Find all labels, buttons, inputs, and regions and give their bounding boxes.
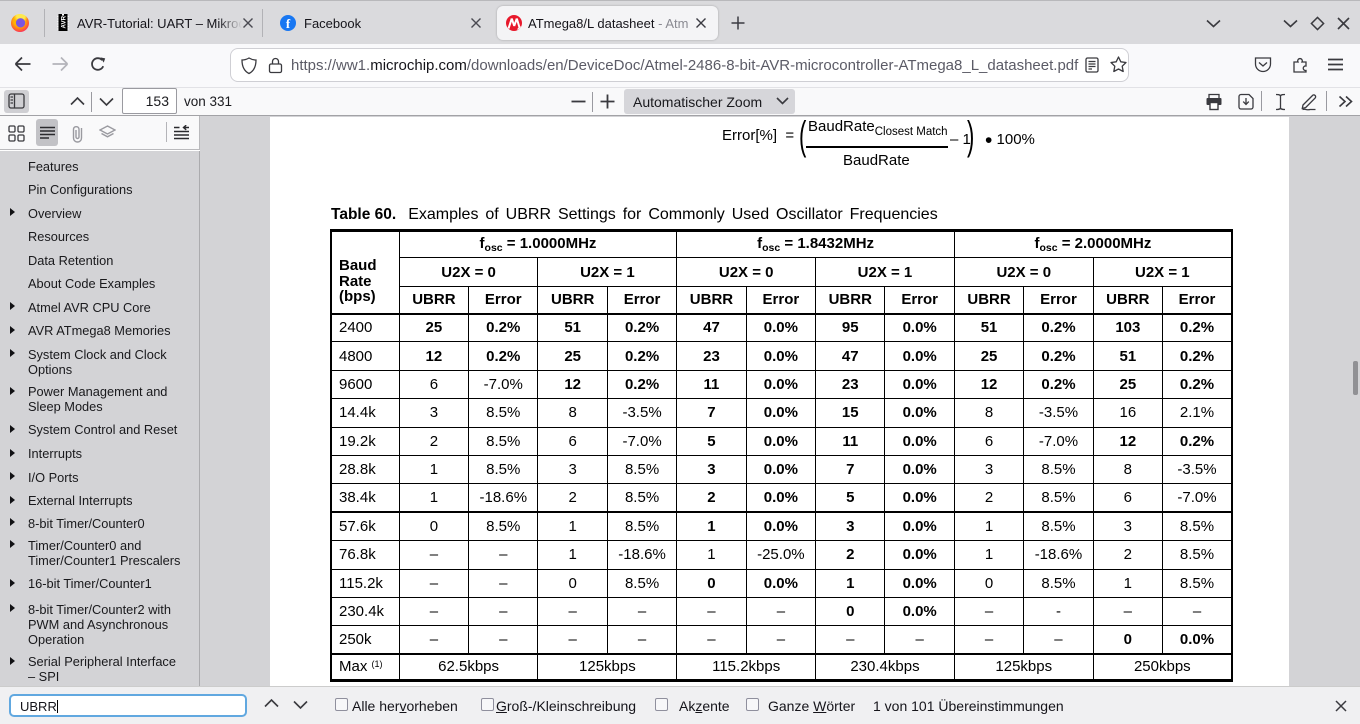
svg-text:AVR: AVR	[61, 15, 68, 28]
